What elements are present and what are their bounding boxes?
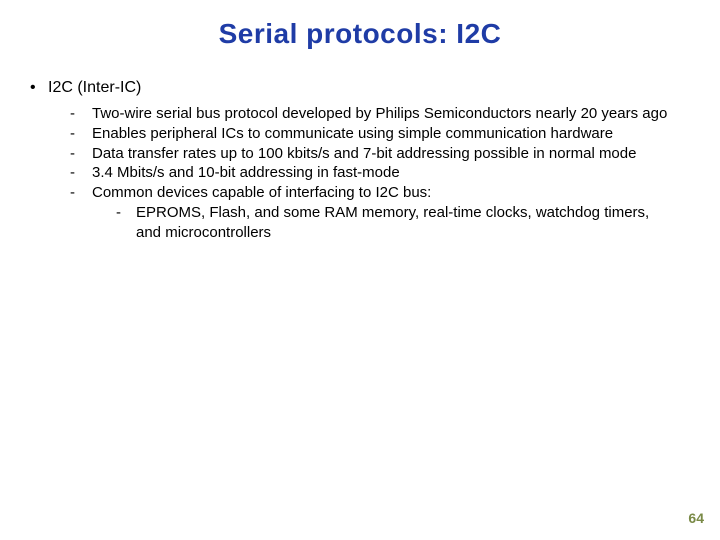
list-item-text: Enables peripheral ICs to communicate us… — [92, 124, 613, 144]
list-item: - Enables peripheral ICs to communicate … — [70, 124, 690, 144]
list-item: - Common devices capable of interfacing … — [70, 183, 690, 203]
heading-text: I2C (Inter-IC) — [48, 78, 141, 98]
dash-icon: - — [70, 124, 92, 144]
dash-icon: - — [70, 144, 92, 164]
dash-icon: - — [70, 104, 92, 124]
dash-icon: - — [70, 163, 92, 183]
page-number: 64 — [688, 510, 704, 526]
l3-list: - EPROMS, Flash, and some RAM memory, re… — [116, 203, 690, 243]
slide: Serial protocols: I2C • I2C (Inter-IC) -… — [0, 0, 720, 540]
list-item-text: Data transfer rates up to 100 kbits/s an… — [92, 144, 636, 164]
slide-title: Serial protocols: I2C — [0, 18, 720, 50]
l2-list: - Two-wire serial bus protocol developed… — [70, 104, 690, 243]
list-item: - EPROMS, Flash, and some RAM memory, re… — [116, 203, 690, 243]
bullet-dot: • — [30, 78, 48, 97]
slide-content: • I2C (Inter-IC) - Two-wire serial bus p… — [30, 78, 690, 243]
heading-l1: • I2C (Inter-IC) — [30, 78, 690, 98]
list-item-text: 3.4 Mbits/s and 10-bit addressing in fas… — [92, 163, 400, 183]
dash-icon: - — [70, 183, 92, 203]
list-item-text: Two-wire serial bus protocol developed b… — [92, 104, 667, 124]
list-item-text: Common devices capable of interfacing to… — [92, 183, 431, 203]
list-item: - 3.4 Mbits/s and 10-bit addressing in f… — [70, 163, 690, 183]
dash-icon: - — [116, 203, 136, 223]
list-item: - Data transfer rates up to 100 kbits/s … — [70, 144, 690, 164]
list-item: - Two-wire serial bus protocol developed… — [70, 104, 690, 124]
list-item-text: EPROMS, Flash, and some RAM memory, real… — [136, 203, 676, 243]
